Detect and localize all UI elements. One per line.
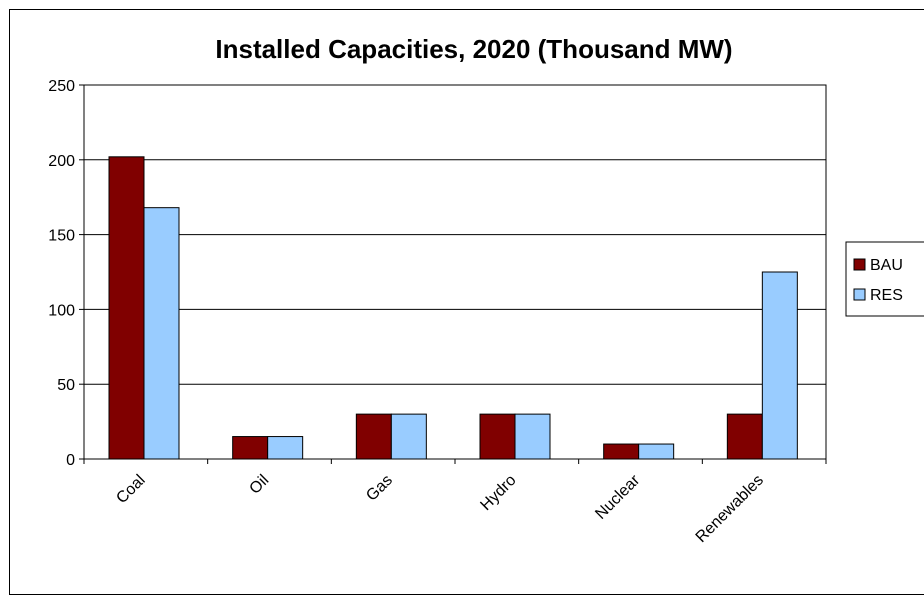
bar-bau-hydro <box>479 413 516 460</box>
legend: BAU RES <box>845 241 924 317</box>
bar-res-nuclear <box>638 443 675 460</box>
x-tick-label: Coal <box>113 472 148 507</box>
x-tick-label: Gas <box>363 472 396 505</box>
legend-box <box>845 241 924 317</box>
x-tick-label: Hydro <box>477 472 519 514</box>
y-tick-label: 250 <box>48 78 75 95</box>
y-tick-label: 0 <box>66 452 75 469</box>
y-tick-label: 100 <box>48 302 75 319</box>
y-tick-label: 200 <box>48 153 75 170</box>
bar-res-renewables <box>761 271 798 460</box>
bar-bau-oil <box>232 436 269 460</box>
bar-res-oil <box>267 436 304 460</box>
plot-area: 0 50 100 150 200 250 Coal Oil Gas Hydro Nuclear Ren… <box>48 78 827 546</box>
legend-swatch-bau <box>853 258 866 271</box>
bar-bau-gas <box>355 413 392 460</box>
bar-bau-coal <box>108 156 145 460</box>
legend-label-res: RES <box>870 287 903 304</box>
x-tick-label: Renewables <box>693 472 767 546</box>
bar-bau-nuclear <box>603 443 640 460</box>
chart-title: Installed Capacities, 2020 (Thousand MW) <box>215 34 732 64</box>
bar-bau-renewables <box>726 413 763 460</box>
legend-label-bau: BAU <box>870 257 903 274</box>
y-tick-label: 50 <box>57 377 75 394</box>
bar-res-hydro <box>514 413 551 460</box>
plot-frame <box>83 84 827 460</box>
bar-res-coal <box>143 207 180 460</box>
legend-swatch-res <box>853 288 866 301</box>
y-tick-label: 150 <box>48 228 75 245</box>
bar-res-gas <box>390 413 427 460</box>
x-tick-label: Nuclear <box>592 471 643 522</box>
x-tick-label: Oil <box>246 472 272 498</box>
